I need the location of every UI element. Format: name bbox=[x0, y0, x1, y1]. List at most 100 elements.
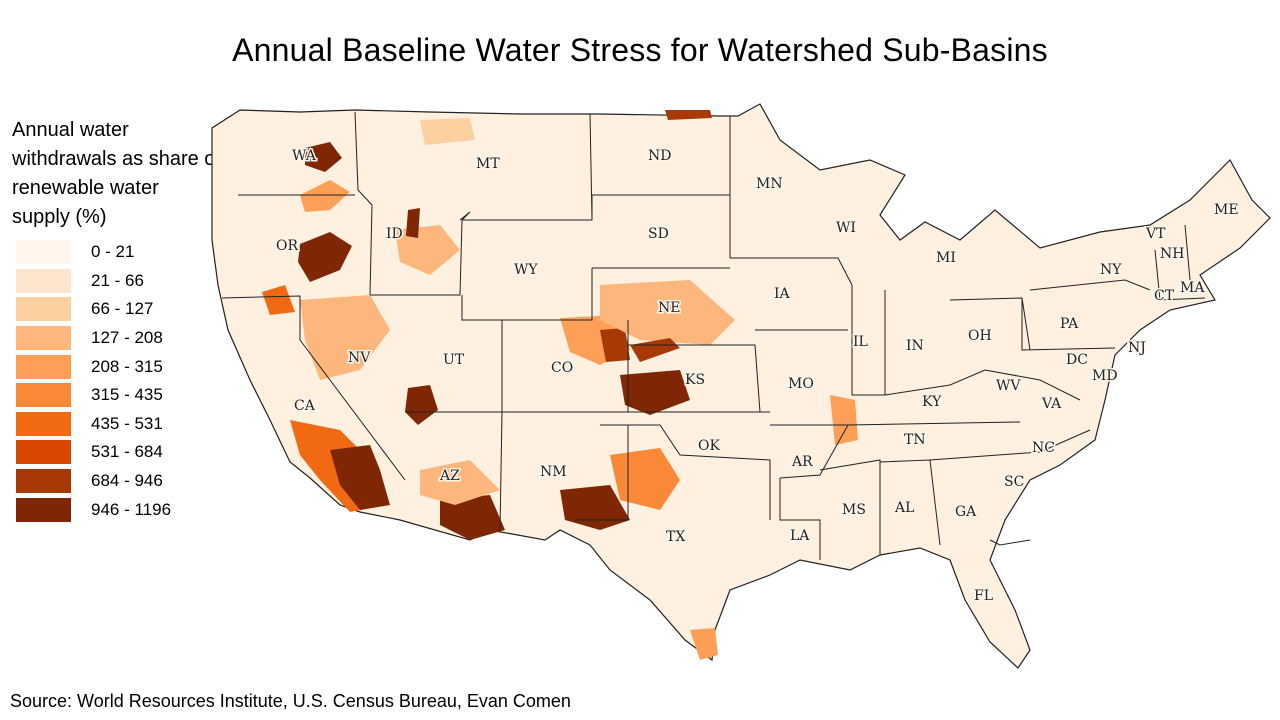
state-label: PA bbox=[1060, 316, 1079, 332]
state-label: UT bbox=[443, 352, 465, 368]
state-label: LA bbox=[790, 528, 810, 544]
legend-label: 315 - 435 bbox=[91, 385, 163, 405]
state-label: VT bbox=[1145, 226, 1166, 242]
stress-patch-ks-band bbox=[630, 338, 680, 362]
legend-swatch bbox=[16, 326, 71, 351]
state-labels: WA OR CA ID NV MT WY UT AZ CO NM ND SD N… bbox=[275, 147, 1241, 606]
stress-patches bbox=[262, 110, 858, 660]
state-label: WI bbox=[836, 220, 856, 236]
legend-swatch bbox=[16, 354, 71, 379]
legend-label: 0 - 21 bbox=[91, 242, 135, 262]
state-label: AL bbox=[894, 500, 914, 516]
state-label: NY bbox=[1100, 262, 1122, 278]
legend-swatch bbox=[16, 411, 71, 436]
stress-patch-ks bbox=[620, 370, 690, 415]
stress-patch-mt bbox=[420, 118, 475, 145]
legend-label: 127 - 208 bbox=[91, 328, 163, 348]
state-label: TX bbox=[666, 529, 685, 545]
stress-patch-ca-dark bbox=[330, 445, 390, 510]
legend-item: 0 - 21 bbox=[16, 238, 171, 267]
legend-label: 66 - 127 bbox=[91, 299, 154, 319]
stress-patch-az bbox=[440, 495, 505, 540]
state-label: NJ bbox=[1128, 340, 1146, 356]
stress-patch-ca-north bbox=[262, 285, 295, 315]
legend-label: 946 - 1196 bbox=[91, 499, 172, 519]
state-label: SD bbox=[648, 226, 669, 242]
state-label: OR bbox=[276, 238, 298, 254]
legend-swatch bbox=[16, 268, 71, 293]
state-label: NV bbox=[348, 350, 371, 366]
legend-item: 208 - 315 bbox=[16, 352, 171, 381]
state-label: DC bbox=[1066, 352, 1088, 368]
state-label: VA bbox=[1041, 396, 1062, 412]
state-label: TN bbox=[904, 432, 926, 448]
state-borders bbox=[221, 111, 1206, 560]
state-label: OK bbox=[698, 438, 720, 454]
stress-patch-ar bbox=[830, 395, 858, 445]
legend-swatch bbox=[16, 297, 71, 322]
state-label: NC bbox=[1032, 440, 1055, 456]
stress-patch-or bbox=[298, 232, 352, 282]
stress-patch-co-dark bbox=[600, 328, 630, 362]
legend-item: 21 - 66 bbox=[16, 267, 171, 296]
state-label: NM bbox=[540, 464, 567, 480]
state-label: OH bbox=[968, 328, 992, 344]
legend-item: 946 - 1196 bbox=[16, 495, 171, 524]
state-label: ND bbox=[648, 148, 671, 164]
state-label: MD bbox=[1092, 368, 1118, 384]
legend-label: 21 - 66 bbox=[91, 270, 144, 290]
state-label: CO bbox=[551, 360, 573, 376]
source-note: Source: World Resources Institute, U.S. … bbox=[10, 691, 571, 711]
state-label: IA bbox=[774, 286, 791, 302]
us-landmass bbox=[211, 103, 1271, 669]
stress-patch-nm-dark bbox=[560, 485, 630, 530]
legend-item: 127 - 208 bbox=[16, 324, 171, 353]
state-label: MS bbox=[842, 502, 866, 518]
legend-item: 684 - 946 bbox=[16, 467, 171, 496]
map-title: Annual Baseline Water Stress for Watersh… bbox=[232, 32, 1048, 68]
state-label: KY bbox=[922, 394, 942, 410]
state-label: MI bbox=[936, 250, 956, 266]
state-label: MO bbox=[788, 376, 814, 392]
stress-patch-ne bbox=[600, 280, 735, 345]
legend-label: 208 - 315 bbox=[91, 356, 163, 376]
stress-patch-tx-south bbox=[690, 628, 718, 660]
stress-patch-nd bbox=[665, 110, 712, 120]
state-label: ME bbox=[1214, 202, 1239, 218]
stress-patch-nv bbox=[300, 295, 390, 380]
state-label: WY bbox=[514, 262, 538, 278]
legend-item: 66 - 127 bbox=[16, 295, 171, 324]
state-label: IL bbox=[853, 334, 868, 350]
legend-swatch bbox=[16, 497, 71, 522]
legend-swatch bbox=[16, 469, 71, 494]
state-label: KS bbox=[685, 372, 705, 388]
state-label: CA bbox=[294, 398, 316, 414]
stress-patch-az-light bbox=[420, 460, 500, 505]
stress-patch-ut bbox=[405, 385, 438, 425]
legend-label: 684 - 946 bbox=[91, 471, 163, 491]
legend-item: 531 - 684 bbox=[16, 438, 171, 467]
state-label: MA bbox=[1180, 280, 1205, 296]
state-label: WA bbox=[292, 148, 317, 164]
state-label: FL bbox=[974, 588, 993, 604]
legend-label: 435 - 531 bbox=[91, 413, 163, 433]
legend: 0 - 21 21 - 66 66 - 127 127 - 208 208 - … bbox=[16, 238, 171, 524]
legend-title: Annual water withdrawals as share of ren… bbox=[12, 119, 221, 228]
state-label: IN bbox=[906, 338, 924, 354]
state-label: WV bbox=[996, 378, 1021, 394]
state-label: AZ bbox=[439, 468, 460, 484]
legend-swatch bbox=[16, 383, 71, 408]
state-label: NE bbox=[658, 300, 680, 316]
stress-patch-id-dark bbox=[406, 208, 420, 238]
state-label: AR bbox=[791, 454, 813, 470]
legend-label: 531 - 684 bbox=[91, 442, 163, 462]
state-label: GA bbox=[955, 504, 977, 520]
legend-item: 435 - 531 bbox=[16, 410, 171, 439]
state-label: CT bbox=[1154, 288, 1175, 304]
state-label: MN bbox=[756, 176, 783, 192]
state-label: ID bbox=[386, 226, 403, 242]
stress-patch-id bbox=[395, 225, 460, 275]
state-label: NH bbox=[1160, 246, 1184, 262]
stress-patch-or-north bbox=[300, 180, 350, 212]
